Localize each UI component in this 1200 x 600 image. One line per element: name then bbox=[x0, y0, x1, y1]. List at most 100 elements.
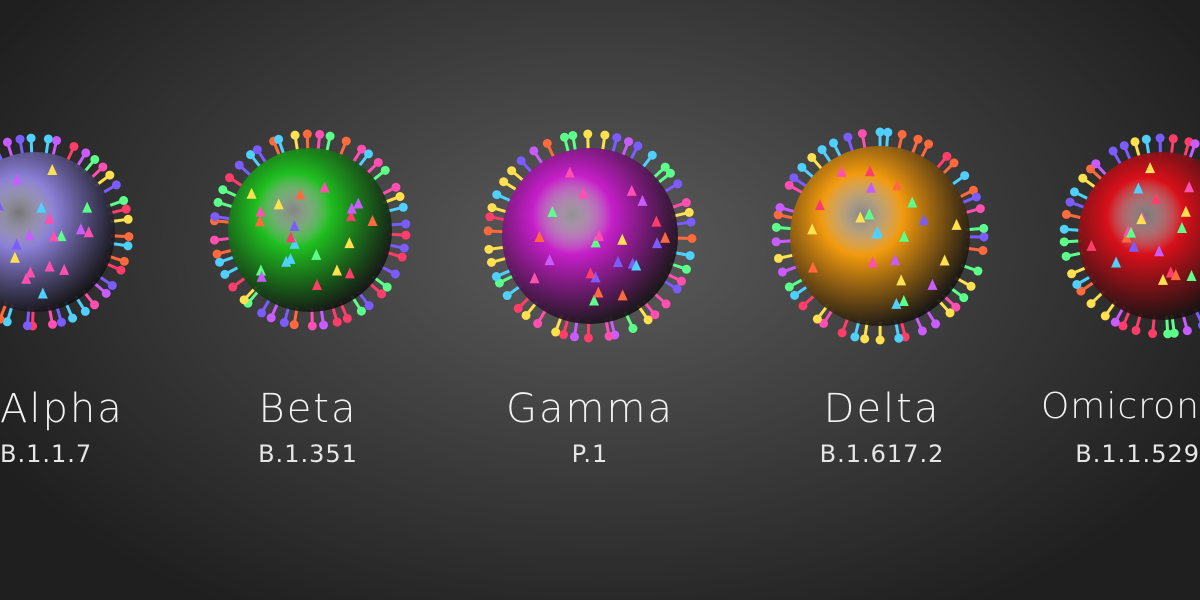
spike-head bbox=[771, 222, 781, 232]
spike-head bbox=[397, 252, 407, 262]
spike-head bbox=[492, 190, 502, 200]
spike-head bbox=[959, 293, 969, 303]
surface-spike bbox=[855, 211, 866, 223]
surface-spike bbox=[255, 264, 266, 276]
spike-head bbox=[897, 129, 907, 139]
surface-spike bbox=[285, 231, 296, 243]
spike-head bbox=[1059, 237, 1069, 247]
spike-head bbox=[124, 232, 134, 242]
spike-head bbox=[121, 204, 131, 214]
surface-spike bbox=[594, 229, 605, 241]
spike-head bbox=[279, 318, 289, 328]
spike-head bbox=[2, 317, 12, 327]
spike-head bbox=[1141, 134, 1151, 144]
surface-spike bbox=[534, 230, 545, 242]
variant-name-omicron: Omicron bbox=[1040, 386, 1200, 427]
spike-head bbox=[90, 154, 100, 164]
surface-spike bbox=[660, 231, 671, 243]
spike-head bbox=[513, 303, 523, 313]
spike-head bbox=[529, 146, 539, 156]
spike-head bbox=[777, 267, 787, 277]
virus-omicron bbox=[1059, 133, 1200, 339]
spike-head bbox=[784, 180, 794, 190]
spike-head bbox=[111, 180, 121, 190]
surface-spike bbox=[59, 263, 70, 275]
surface-spike bbox=[285, 252, 296, 264]
surface-spike bbox=[617, 233, 628, 245]
spike-head bbox=[684, 207, 694, 217]
spike-head bbox=[499, 177, 509, 187]
spike-head bbox=[80, 306, 90, 316]
spike-head bbox=[673, 179, 683, 189]
spike-head bbox=[1169, 328, 1179, 338]
variant-lineage-omicron: B.1.1.529 bbox=[1075, 440, 1200, 468]
surface-spike bbox=[593, 286, 604, 298]
surface-spike bbox=[56, 230, 67, 242]
spike-head bbox=[1130, 137, 1140, 147]
spike-head bbox=[1061, 209, 1071, 219]
spike-head bbox=[1059, 224, 1069, 234]
spike-head bbox=[356, 306, 366, 316]
spike-head bbox=[398, 202, 408, 212]
surface-spike bbox=[353, 197, 364, 209]
spike-head bbox=[1086, 299, 1096, 309]
spike-head bbox=[290, 130, 300, 140]
surface-spike bbox=[273, 198, 284, 210]
surface-spike bbox=[367, 215, 378, 227]
spike-head bbox=[239, 295, 249, 305]
surface-spike bbox=[637, 194, 648, 206]
spike-head bbox=[837, 328, 847, 338]
spike-head bbox=[819, 318, 829, 328]
surface-spike bbox=[1133, 182, 1144, 194]
spike-head bbox=[650, 310, 660, 320]
spike-head bbox=[1067, 269, 1077, 279]
spike-head bbox=[69, 141, 79, 151]
surface-spike bbox=[814, 199, 825, 211]
surface-spike bbox=[918, 214, 929, 226]
spike-head bbox=[686, 217, 696, 227]
surface-spike bbox=[1170, 269, 1181, 281]
spike-head bbox=[123, 241, 133, 251]
spike-head bbox=[22, 321, 32, 331]
spike-head bbox=[68, 313, 78, 323]
surface-spike bbox=[255, 205, 266, 217]
surface-spike bbox=[951, 218, 962, 230]
spike-head bbox=[612, 133, 622, 143]
surface-spike bbox=[44, 260, 55, 272]
virus-alpha bbox=[0, 133, 134, 331]
spike-head bbox=[98, 162, 108, 172]
spike-head bbox=[1100, 311, 1110, 321]
spike-head bbox=[931, 319, 941, 329]
spike-head bbox=[687, 233, 697, 243]
spike-head bbox=[960, 171, 970, 181]
spike-head bbox=[643, 315, 653, 325]
spike-head bbox=[26, 133, 36, 143]
spike-head bbox=[681, 198, 691, 208]
surface-spike bbox=[21, 272, 32, 284]
surface-spike bbox=[626, 184, 637, 196]
spike-head bbox=[210, 235, 220, 245]
spike-head bbox=[1061, 251, 1071, 261]
surface-spike bbox=[1154, 245, 1165, 257]
spike-head bbox=[1119, 141, 1129, 151]
spike-head bbox=[817, 145, 827, 155]
surface-spike bbox=[590, 271, 601, 283]
spike-head bbox=[797, 162, 807, 172]
surface-spike bbox=[11, 238, 22, 250]
spike-head bbox=[1108, 146, 1118, 156]
spike-head bbox=[357, 144, 367, 154]
surface-spike bbox=[547, 206, 558, 218]
spike-head bbox=[487, 203, 497, 213]
surface-spike bbox=[344, 267, 355, 279]
spike-head bbox=[973, 266, 983, 276]
spike-head bbox=[790, 290, 800, 300]
spike-head bbox=[486, 257, 496, 267]
surface-spike bbox=[256, 270, 267, 282]
spike-head bbox=[319, 320, 329, 330]
spike-head bbox=[101, 288, 111, 298]
virus-beta bbox=[209, 129, 411, 331]
spike-head bbox=[951, 302, 961, 312]
surface-spike bbox=[0, 202, 4, 211]
spike-head bbox=[798, 301, 808, 311]
surface-spike bbox=[44, 212, 55, 224]
